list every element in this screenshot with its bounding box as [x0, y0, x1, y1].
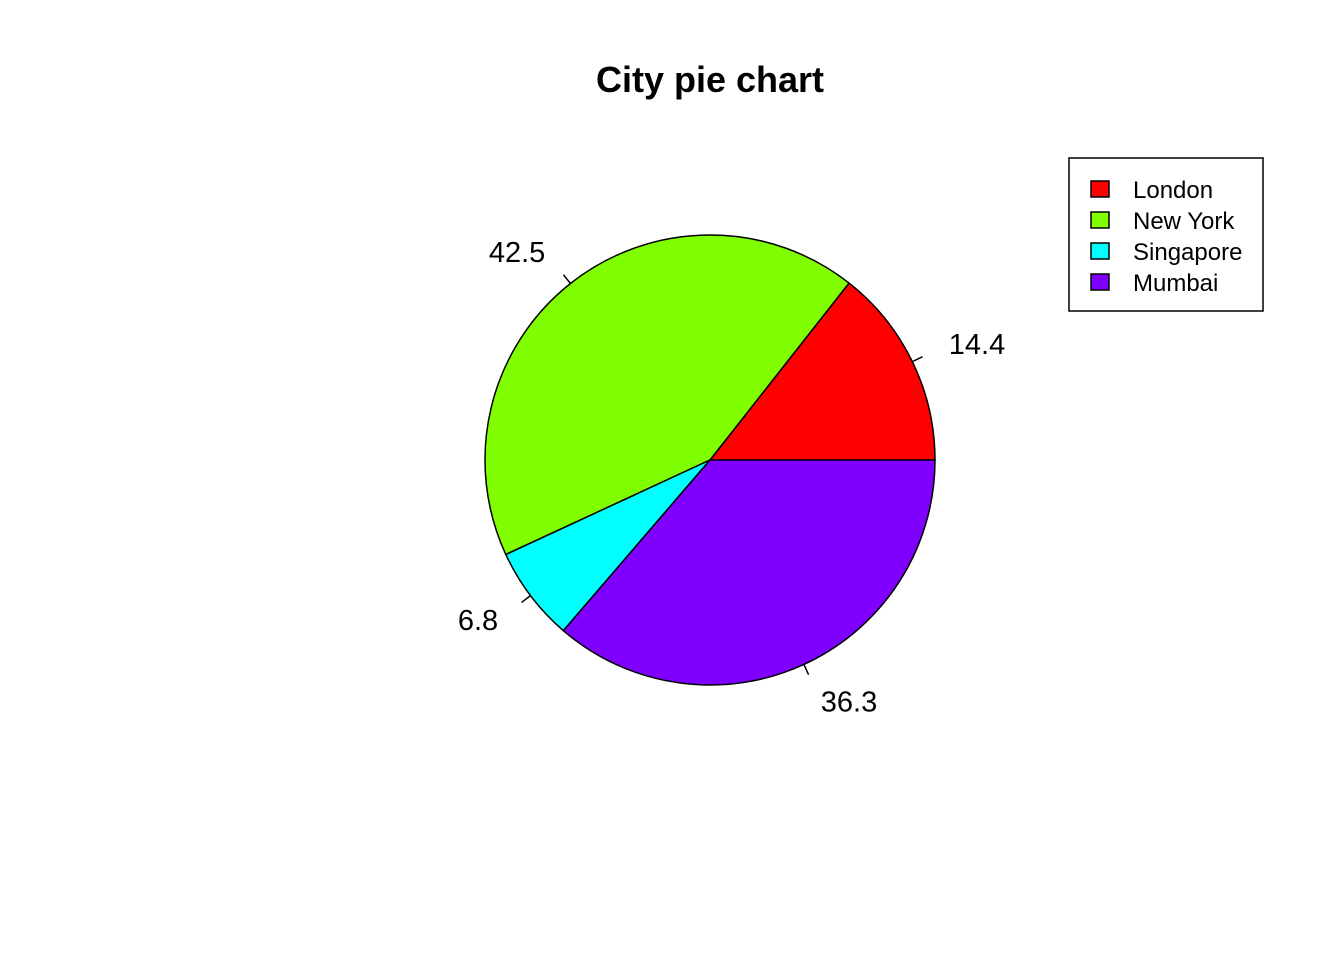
slice-label: 36.3 [821, 686, 877, 718]
slice-label: 42.5 [489, 237, 545, 269]
slice-labels: 14.4 42.5 6.8 36.3 [458, 237, 1005, 719]
legend-label: London [1133, 177, 1213, 204]
legend-label: Singapore [1133, 239, 1242, 266]
slice-label: 6.8 [458, 605, 498, 637]
legend-label: Mumbai [1133, 270, 1218, 297]
legend-swatch [1090, 180, 1110, 198]
pie-slice-london [708, 282, 936, 461]
label-tick [562, 274, 572, 284]
legend-swatch [1090, 242, 1110, 260]
label-ticks [521, 274, 923, 676]
slice-label: 14.4 [949, 329, 1005, 361]
legend-entries: London New York Singapore Mumbai [1090, 177, 1242, 297]
legend-swatch [1090, 211, 1110, 229]
pie-slices [484, 234, 936, 686]
chart-title: City pie chart [596, 59, 824, 100]
legend-label: New York [1133, 208, 1235, 235]
label-tick [912, 356, 923, 363]
pie-slice-new-york [484, 234, 851, 556]
label-tick [521, 595, 531, 604]
label-tick [803, 664, 810, 676]
pie-slice-mumbai [562, 459, 936, 686]
legend: London New York Singapore Mumbai [1068, 157, 1264, 312]
legend-swatch [1090, 273, 1110, 291]
